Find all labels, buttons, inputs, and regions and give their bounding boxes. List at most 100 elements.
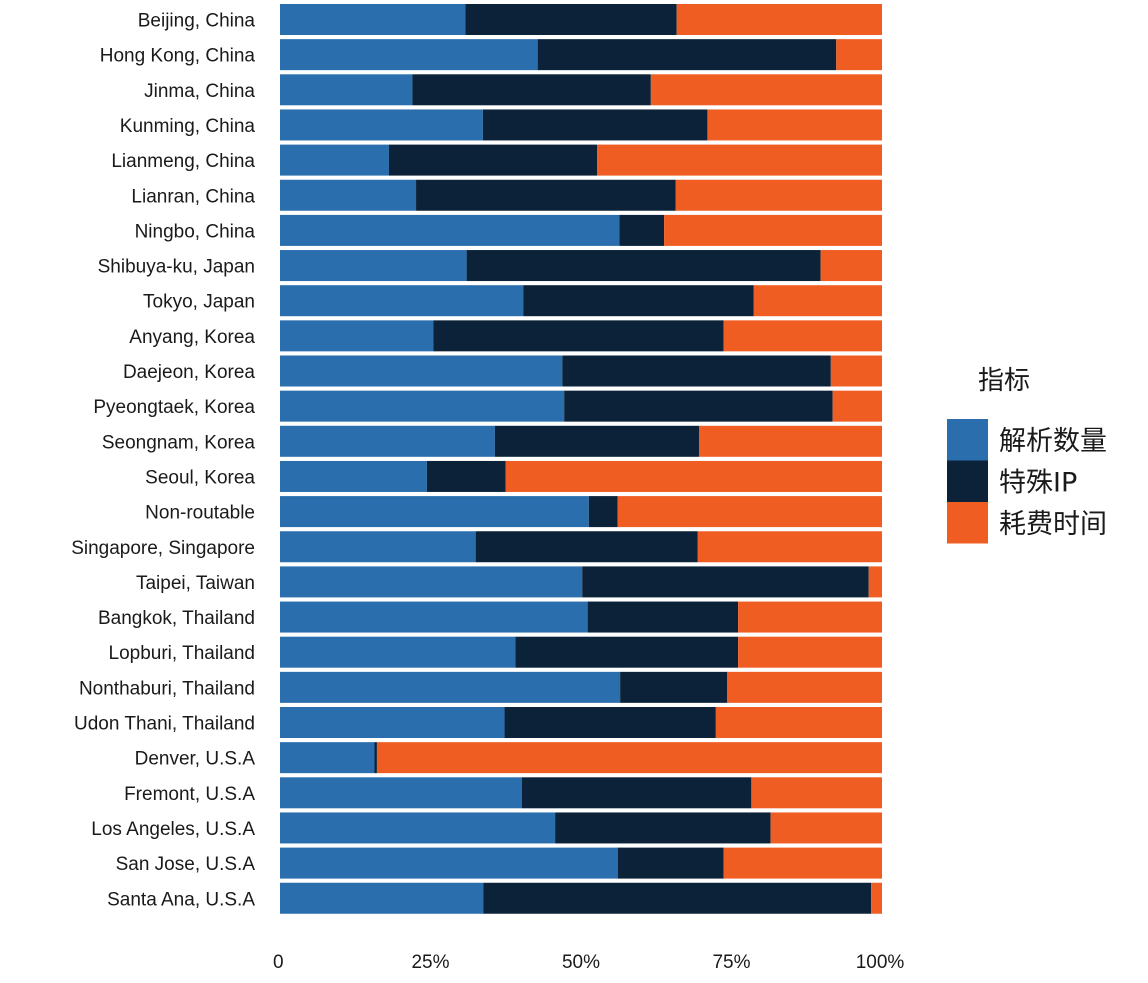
bar-segment-3 bbox=[727, 671, 882, 703]
bar-segment-2 bbox=[374, 742, 377, 774]
bar-segment-2 bbox=[412, 74, 651, 106]
bar-segment-2 bbox=[483, 882, 872, 914]
bar-segment-2 bbox=[620, 671, 728, 703]
bar-segment-1 bbox=[280, 601, 588, 633]
bar-segment-2 bbox=[433, 320, 724, 352]
bar-segment-3 bbox=[376, 742, 882, 774]
bar-segment-2 bbox=[504, 707, 716, 738]
y-tick-label: Kunming, China bbox=[120, 116, 256, 137]
bar-segment-3 bbox=[707, 109, 882, 141]
y-tick-label: Bangkok, Thailand bbox=[98, 608, 255, 629]
y-tick-label: Taipei, Taiwan bbox=[136, 573, 255, 594]
y-tick-label: Beijing, China bbox=[138, 11, 256, 32]
bar-segment-2 bbox=[494, 425, 699, 457]
bar-segment-2 bbox=[416, 179, 676, 211]
y-tick-label: Non-routable bbox=[145, 503, 255, 524]
bar-segment-3 bbox=[664, 214, 882, 246]
legend-title: 指标 bbox=[978, 366, 1030, 396]
bar-segment-3 bbox=[832, 390, 882, 422]
y-tick-label: Hong Kong, China bbox=[100, 46, 256, 67]
bar-segment-2 bbox=[388, 144, 598, 176]
bar-segment-1 bbox=[280, 109, 483, 141]
bar-segment-3 bbox=[715, 707, 882, 738]
bar-segment-3 bbox=[697, 531, 882, 563]
y-tick-label: Nonthaburi, Thailand bbox=[79, 678, 255, 699]
bar-segment-1 bbox=[280, 460, 427, 492]
y-tick-label: Singapore, Singapore bbox=[71, 538, 255, 559]
y-tick-label: Seongnam, Korea bbox=[102, 432, 256, 453]
bar-segment-1 bbox=[280, 882, 484, 914]
bar-segment-2 bbox=[588, 496, 618, 528]
y-tick-label: Udon Thani, Thailand bbox=[74, 714, 255, 735]
bars-layer bbox=[280, 4, 882, 914]
bar-segment-2 bbox=[537, 39, 837, 71]
legend-swatch bbox=[947, 460, 988, 502]
bar-segment-3 bbox=[723, 847, 882, 879]
y-tick-label: Lianmeng, China bbox=[111, 151, 255, 172]
bar-segment-3 bbox=[698, 425, 882, 457]
bar-segment-2 bbox=[587, 601, 739, 633]
bar-segment-1 bbox=[280, 74, 413, 106]
bar-segment-1 bbox=[280, 390, 565, 422]
bar-segment-3 bbox=[676, 4, 882, 35]
bar-segment-1 bbox=[280, 812, 556, 844]
x-axis-labels: 0 25% 50% 75% 100% bbox=[273, 952, 904, 973]
legend-label: 耗费时间 bbox=[999, 509, 1107, 540]
y-tick-label: Denver, U.S.A bbox=[135, 749, 256, 770]
bar-segment-3 bbox=[836, 39, 882, 71]
bar-segment-3 bbox=[871, 882, 882, 914]
x-tick-label: 50% bbox=[562, 952, 600, 973]
bar-segment-3 bbox=[820, 250, 882, 282]
y-tick-label: Shibuya-ku, Japan bbox=[98, 257, 255, 278]
y-tick-label: San Jose, U.S.A bbox=[116, 854, 256, 875]
y-tick-label: Fremont, U.S.A bbox=[124, 784, 255, 805]
x-tick-label: 75% bbox=[712, 952, 750, 973]
legend-swatch bbox=[947, 502, 988, 544]
bar-segment-1 bbox=[280, 636, 516, 668]
legend-swatch bbox=[947, 419, 988, 461]
bar-segment-1 bbox=[280, 320, 434, 352]
bar-segment-1 bbox=[280, 531, 476, 563]
bar-segment-1 bbox=[280, 777, 523, 809]
y-tick-label: Santa Ana, U.S.A bbox=[107, 889, 255, 910]
y-axis-labels: Beijing, China Hong Kong, China Jinma, Chi… bbox=[71, 11, 255, 911]
bar-segment-3 bbox=[753, 285, 882, 317]
bar-segment-3 bbox=[617, 496, 882, 528]
bar-segment-2 bbox=[564, 390, 833, 422]
y-tick-label: Pyeongtaek, Korea bbox=[93, 397, 255, 418]
bar-segment-1 bbox=[280, 179, 417, 211]
bar-segment-2 bbox=[465, 4, 677, 35]
y-tick-label: Anyang, Korea bbox=[129, 327, 255, 348]
bar-segment-3 bbox=[650, 74, 882, 106]
bar-segment-1 bbox=[280, 144, 389, 176]
y-tick-label: Lopburi, Thailand bbox=[109, 643, 255, 664]
bar-segment-1 bbox=[280, 425, 495, 457]
y-tick-label: Ningbo, China bbox=[135, 221, 256, 242]
bar-segment-3 bbox=[830, 355, 882, 387]
bar-segment-1 bbox=[280, 214, 620, 246]
bar-segment-1 bbox=[280, 285, 524, 317]
y-tick-label: Lianran, China bbox=[131, 186, 255, 207]
bar-segment-1 bbox=[280, 707, 505, 738]
bar-segment-2 bbox=[482, 109, 708, 141]
bar-segment-2 bbox=[562, 355, 831, 387]
bar-segment-3 bbox=[597, 144, 882, 176]
bar-segment-3 bbox=[675, 179, 882, 211]
bar-segment-2 bbox=[475, 531, 698, 563]
bar-segment-2 bbox=[466, 250, 821, 282]
y-tick-label: Daejeon, Korea bbox=[123, 362, 255, 383]
bar-segment-3 bbox=[738, 601, 882, 633]
y-tick-label: Tokyo, Japan bbox=[143, 292, 255, 313]
bar-segment-1 bbox=[280, 742, 375, 774]
bar-segment-2 bbox=[426, 460, 506, 492]
bar-segment-2 bbox=[523, 285, 754, 317]
bar-segment-3 bbox=[738, 636, 882, 668]
x-tick-label: 100% bbox=[856, 952, 905, 973]
bar-segment-1 bbox=[280, 250, 467, 282]
bar-segment-2 bbox=[619, 214, 665, 246]
bar-segment-1 bbox=[280, 355, 563, 387]
bar-segment-3 bbox=[868, 566, 882, 598]
